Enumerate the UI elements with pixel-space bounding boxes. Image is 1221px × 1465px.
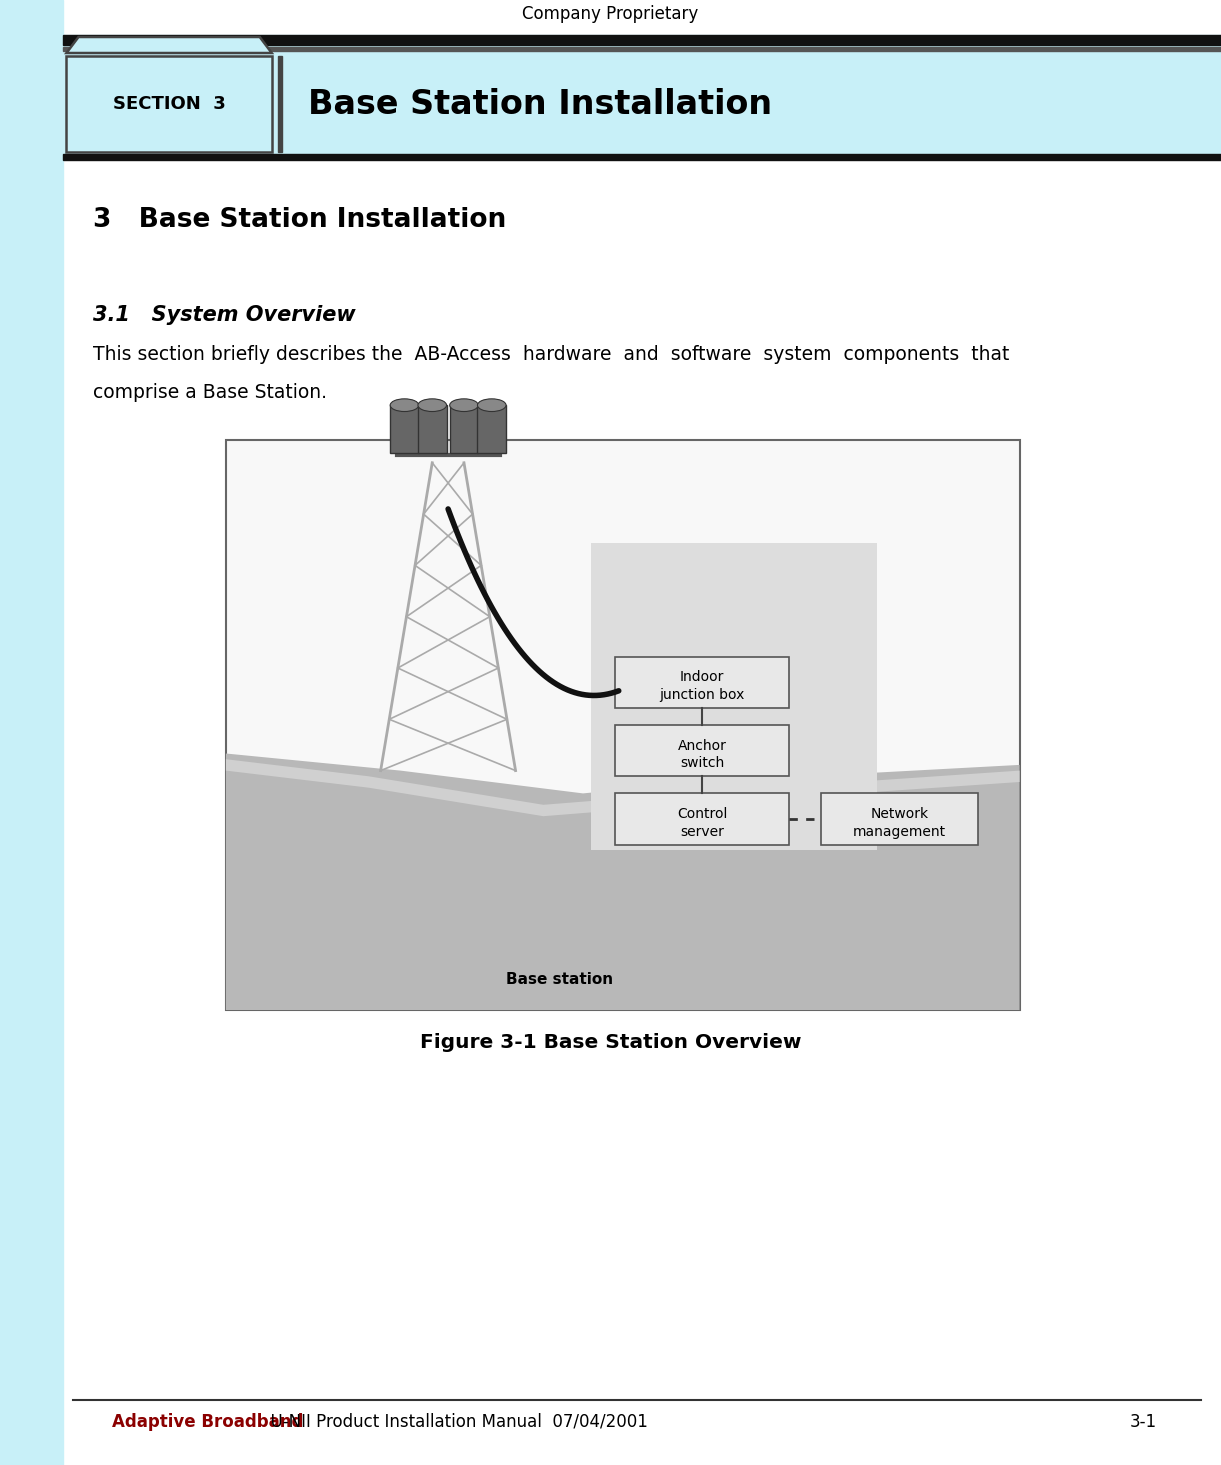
Text: Figure 3-1 Base Station Overview: Figure 3-1 Base Station Overview: [420, 1033, 801, 1052]
Text: Control: Control: [676, 807, 728, 820]
Bar: [63, 47, 1221, 51]
Ellipse shape: [449, 398, 479, 412]
Polygon shape: [66, 37, 272, 53]
Text: SECTION  3: SECTION 3: [112, 95, 226, 113]
Bar: [63, 35, 1221, 155]
Text: server: server: [680, 825, 724, 839]
Bar: [477, 406, 505, 453]
Bar: [449, 406, 479, 453]
Polygon shape: [226, 759, 1020, 816]
Bar: [391, 406, 419, 453]
Text: switch: switch: [680, 756, 724, 771]
Bar: [277, 56, 282, 152]
Text: Adaptive Broadband: Adaptive Broadband: [112, 1414, 304, 1431]
Text: Base station: Base station: [505, 973, 613, 987]
Text: management: management: [853, 825, 946, 839]
Text: 3.1   System Overview: 3.1 System Overview: [93, 305, 355, 325]
Text: Base Station Installation: Base Station Installation: [308, 88, 772, 120]
Text: Company Proprietary: Company Proprietary: [523, 4, 698, 23]
Bar: [591, 542, 877, 850]
Bar: [418, 406, 447, 453]
Ellipse shape: [477, 398, 505, 412]
Text: junction box: junction box: [659, 689, 745, 702]
Ellipse shape: [418, 398, 447, 412]
Ellipse shape: [391, 398, 419, 412]
Bar: [822, 794, 978, 845]
Polygon shape: [226, 753, 1020, 1009]
Text: Network: Network: [871, 807, 929, 820]
Bar: [63, 154, 1221, 160]
Text: Indoor: Indoor: [680, 670, 724, 684]
Bar: [66, 56, 272, 152]
Bar: [615, 794, 790, 845]
Text: Anchor: Anchor: [678, 738, 726, 753]
Text: 3-1: 3-1: [1129, 1414, 1156, 1431]
Text: comprise a Base Station.: comprise a Base Station.: [93, 382, 327, 401]
Bar: [615, 656, 790, 708]
Bar: [615, 725, 790, 776]
Bar: [0, 0, 63, 1465]
Text: U-NII Product Installation Manual  07/04/2001: U-NII Product Installation Manual 07/04/…: [260, 1414, 648, 1431]
Text: 3   Base Station Installation: 3 Base Station Installation: [93, 207, 505, 233]
Bar: [226, 440, 1020, 1009]
Text: This section briefly describes the  AB-Access  hardware  and  software  system  : This section briefly describes the AB-Ac…: [93, 346, 1010, 365]
Bar: [63, 35, 1221, 45]
